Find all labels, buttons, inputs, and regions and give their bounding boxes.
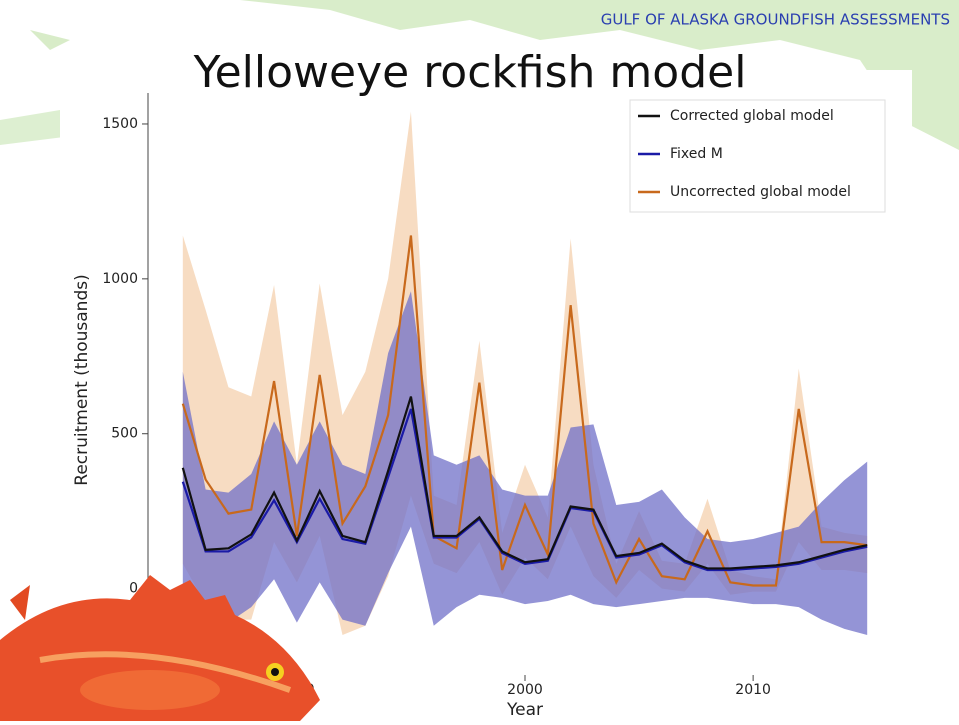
y-axis-label: Recruitment (thousands) <box>72 274 92 485</box>
legend-label: Uncorrected global model <box>670 184 851 200</box>
y-tick-label: 0 <box>129 581 138 597</box>
header: GULF OF ALASKA GROUNDFISH ASSESSMENTS <box>601 11 950 29</box>
legend-label: Fixed M <box>670 146 723 162</box>
legend-label: Corrected global model <box>670 108 834 124</box>
legend-box <box>629 99 886 213</box>
fish-illustration <box>0 575 320 721</box>
series-line <box>181 235 868 587</box>
x-tick-label: 2010 <box>735 682 771 698</box>
x-axis-label: Year <box>506 700 543 720</box>
confidence-band <box>182 291 868 636</box>
y-tick-label: 1000 <box>102 271 138 287</box>
plot: 050010001500199020002010Corrected global… <box>102 93 886 698</box>
y-tick-label: 1500 <box>102 116 138 132</box>
series-line <box>181 396 868 570</box>
x-tick-label: 2000 <box>507 682 543 698</box>
chart-title: Yelloweye rockfish model <box>193 47 747 98</box>
y-tick-label: 500 <box>111 426 138 442</box>
